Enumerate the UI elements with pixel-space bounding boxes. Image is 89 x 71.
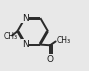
Text: N: N [22, 40, 28, 49]
Text: CH₃: CH₃ [57, 36, 71, 45]
Text: N: N [22, 14, 28, 23]
Text: O: O [47, 55, 54, 64]
Text: CH₃: CH₃ [3, 32, 17, 41]
